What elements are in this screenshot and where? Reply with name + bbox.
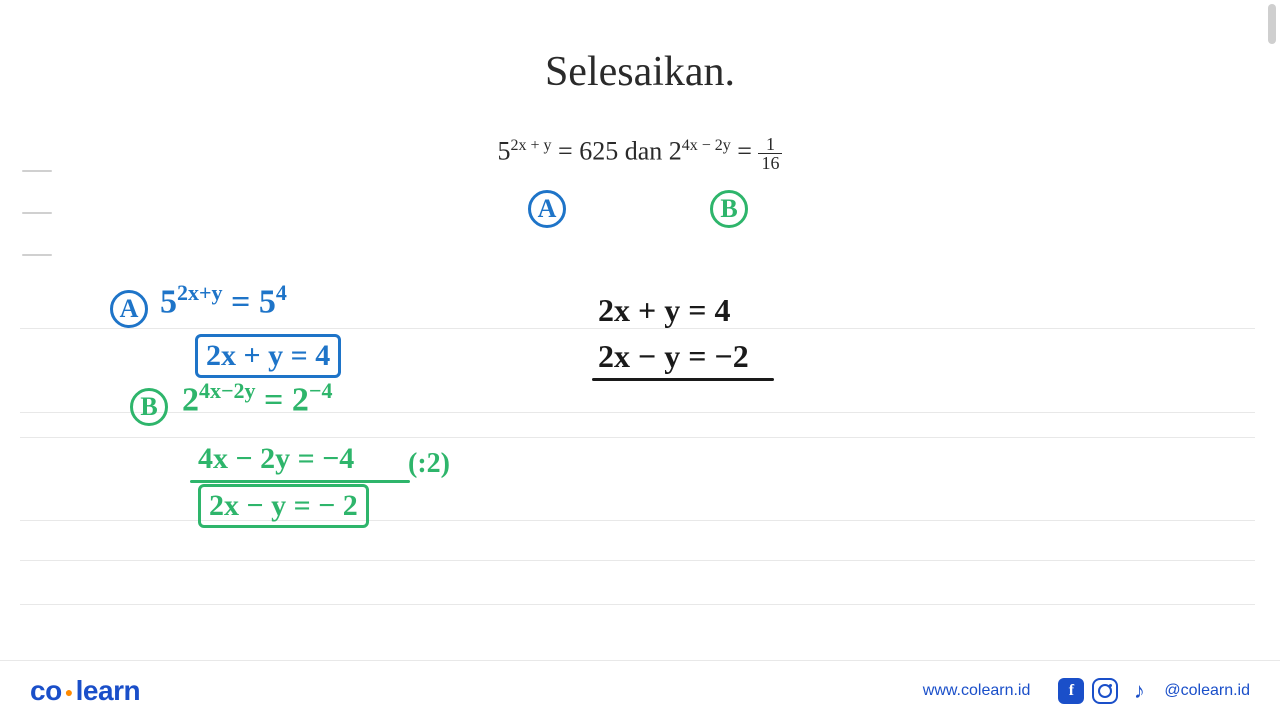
work-a-base1: 5 <box>160 283 177 320</box>
system-eq2: 2x − y = −2 <box>598 338 749 375</box>
logo-dot-icon: ● <box>65 684 73 700</box>
eq-fraction: 1 16 <box>758 135 782 172</box>
eq-base-1: 5 <box>498 136 511 165</box>
binder-marks <box>22 170 62 296</box>
work-b-line1: 24x−2y = 2−4 <box>182 378 332 419</box>
footer: co●learn www.colearn.id f ♪ @colearn.id <box>0 660 1280 720</box>
work-a-result-box: 2x + y = 4 <box>195 334 341 378</box>
instagram-icon[interactable] <box>1092 678 1118 704</box>
notebook-lines <box>20 0 1255 660</box>
eq-connector: dan <box>625 136 669 165</box>
tiktok-icon[interactable]: ♪ <box>1126 678 1152 704</box>
work-b-base1: 2 <box>182 381 199 418</box>
problem-equation: 52x + y = 625 dan 24x − 2y = 1 16 <box>0 135 1280 172</box>
social-icons: f ♪ @colearn.id <box>1058 678 1250 704</box>
work-b-underline <box>190 480 410 483</box>
label-b-top: B <box>710 190 748 228</box>
system-eq1: 2x + y = 4 <box>598 292 730 329</box>
label-a-top: A <box>528 190 566 228</box>
fraction-numerator: 1 <box>758 135 782 154</box>
system-underline <box>592 378 774 381</box>
scrollbar[interactable] <box>1268 4 1276 44</box>
social-handle[interactable]: @colearn.id <box>1164 682 1250 700</box>
work-a-line1: 52x+y = 54 <box>160 280 287 321</box>
brand-logo: co●learn <box>30 675 140 707</box>
problem-title: Selesaikan. <box>0 48 1280 96</box>
eq-rhs-1: = 625 <box>552 136 619 165</box>
work-a-exp2: 4 <box>276 280 287 305</box>
footer-url[interactable]: www.colearn.id <box>923 682 1031 700</box>
label-a-work: A <box>110 290 148 328</box>
work-a-exp1: 2x+y <box>177 280 223 305</box>
work-a-mid: = 5 <box>223 283 276 320</box>
work-b-exp2: −4 <box>309 378 333 403</box>
work-b-result-box: 2x − y = − 2 <box>198 484 369 528</box>
work-b-line2: 4x − 2y = −4 <box>198 442 354 476</box>
logo-co: co <box>30 675 62 706</box>
eq-eqsign-2: = <box>731 136 759 165</box>
logo-learn: learn <box>76 675 140 706</box>
facebook-icon[interactable]: f <box>1058 678 1084 704</box>
label-b-work: B <box>130 388 168 426</box>
page-root: Selesaikan. 52x + y = 625 dan 24x − 2y =… <box>0 0 1280 720</box>
work-b-exp1: 4x−2y <box>199 378 256 403</box>
eq-exp-2: 4x − 2y <box>682 137 731 154</box>
fraction-denominator: 16 <box>758 154 782 172</box>
work-b-divnote: (:2) <box>408 448 450 480</box>
work-b-mid: = 2 <box>256 381 309 418</box>
eq-exp-1: 2x + y <box>511 137 552 154</box>
eq-base-2: 2 <box>669 136 682 165</box>
